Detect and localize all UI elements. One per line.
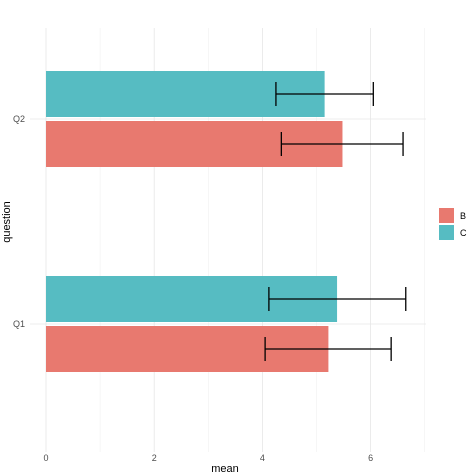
x-tick-label: 0 — [43, 453, 48, 463]
x-axis-title: mean — [211, 463, 239, 475]
legend: BC — [439, 208, 467, 240]
legend-label-c: C — [460, 228, 467, 238]
legend-key-c — [439, 225, 454, 240]
legend-label-b: B — [460, 211, 466, 221]
x-tick-label: 2 — [152, 453, 157, 463]
x-tick-label: 6 — [368, 453, 373, 463]
y-axis-title: question — [1, 201, 13, 243]
bars — [46, 71, 343, 372]
y-tick-label: Q2 — [13, 114, 25, 124]
x-tick-label: 4 — [260, 453, 265, 463]
legend-key-b — [439, 208, 454, 223]
y-tick-label: Q1 — [13, 319, 25, 329]
error-bars — [264, 82, 407, 361]
tick-labels: Q1 Q2 0 2 4 6 — [13, 114, 373, 463]
